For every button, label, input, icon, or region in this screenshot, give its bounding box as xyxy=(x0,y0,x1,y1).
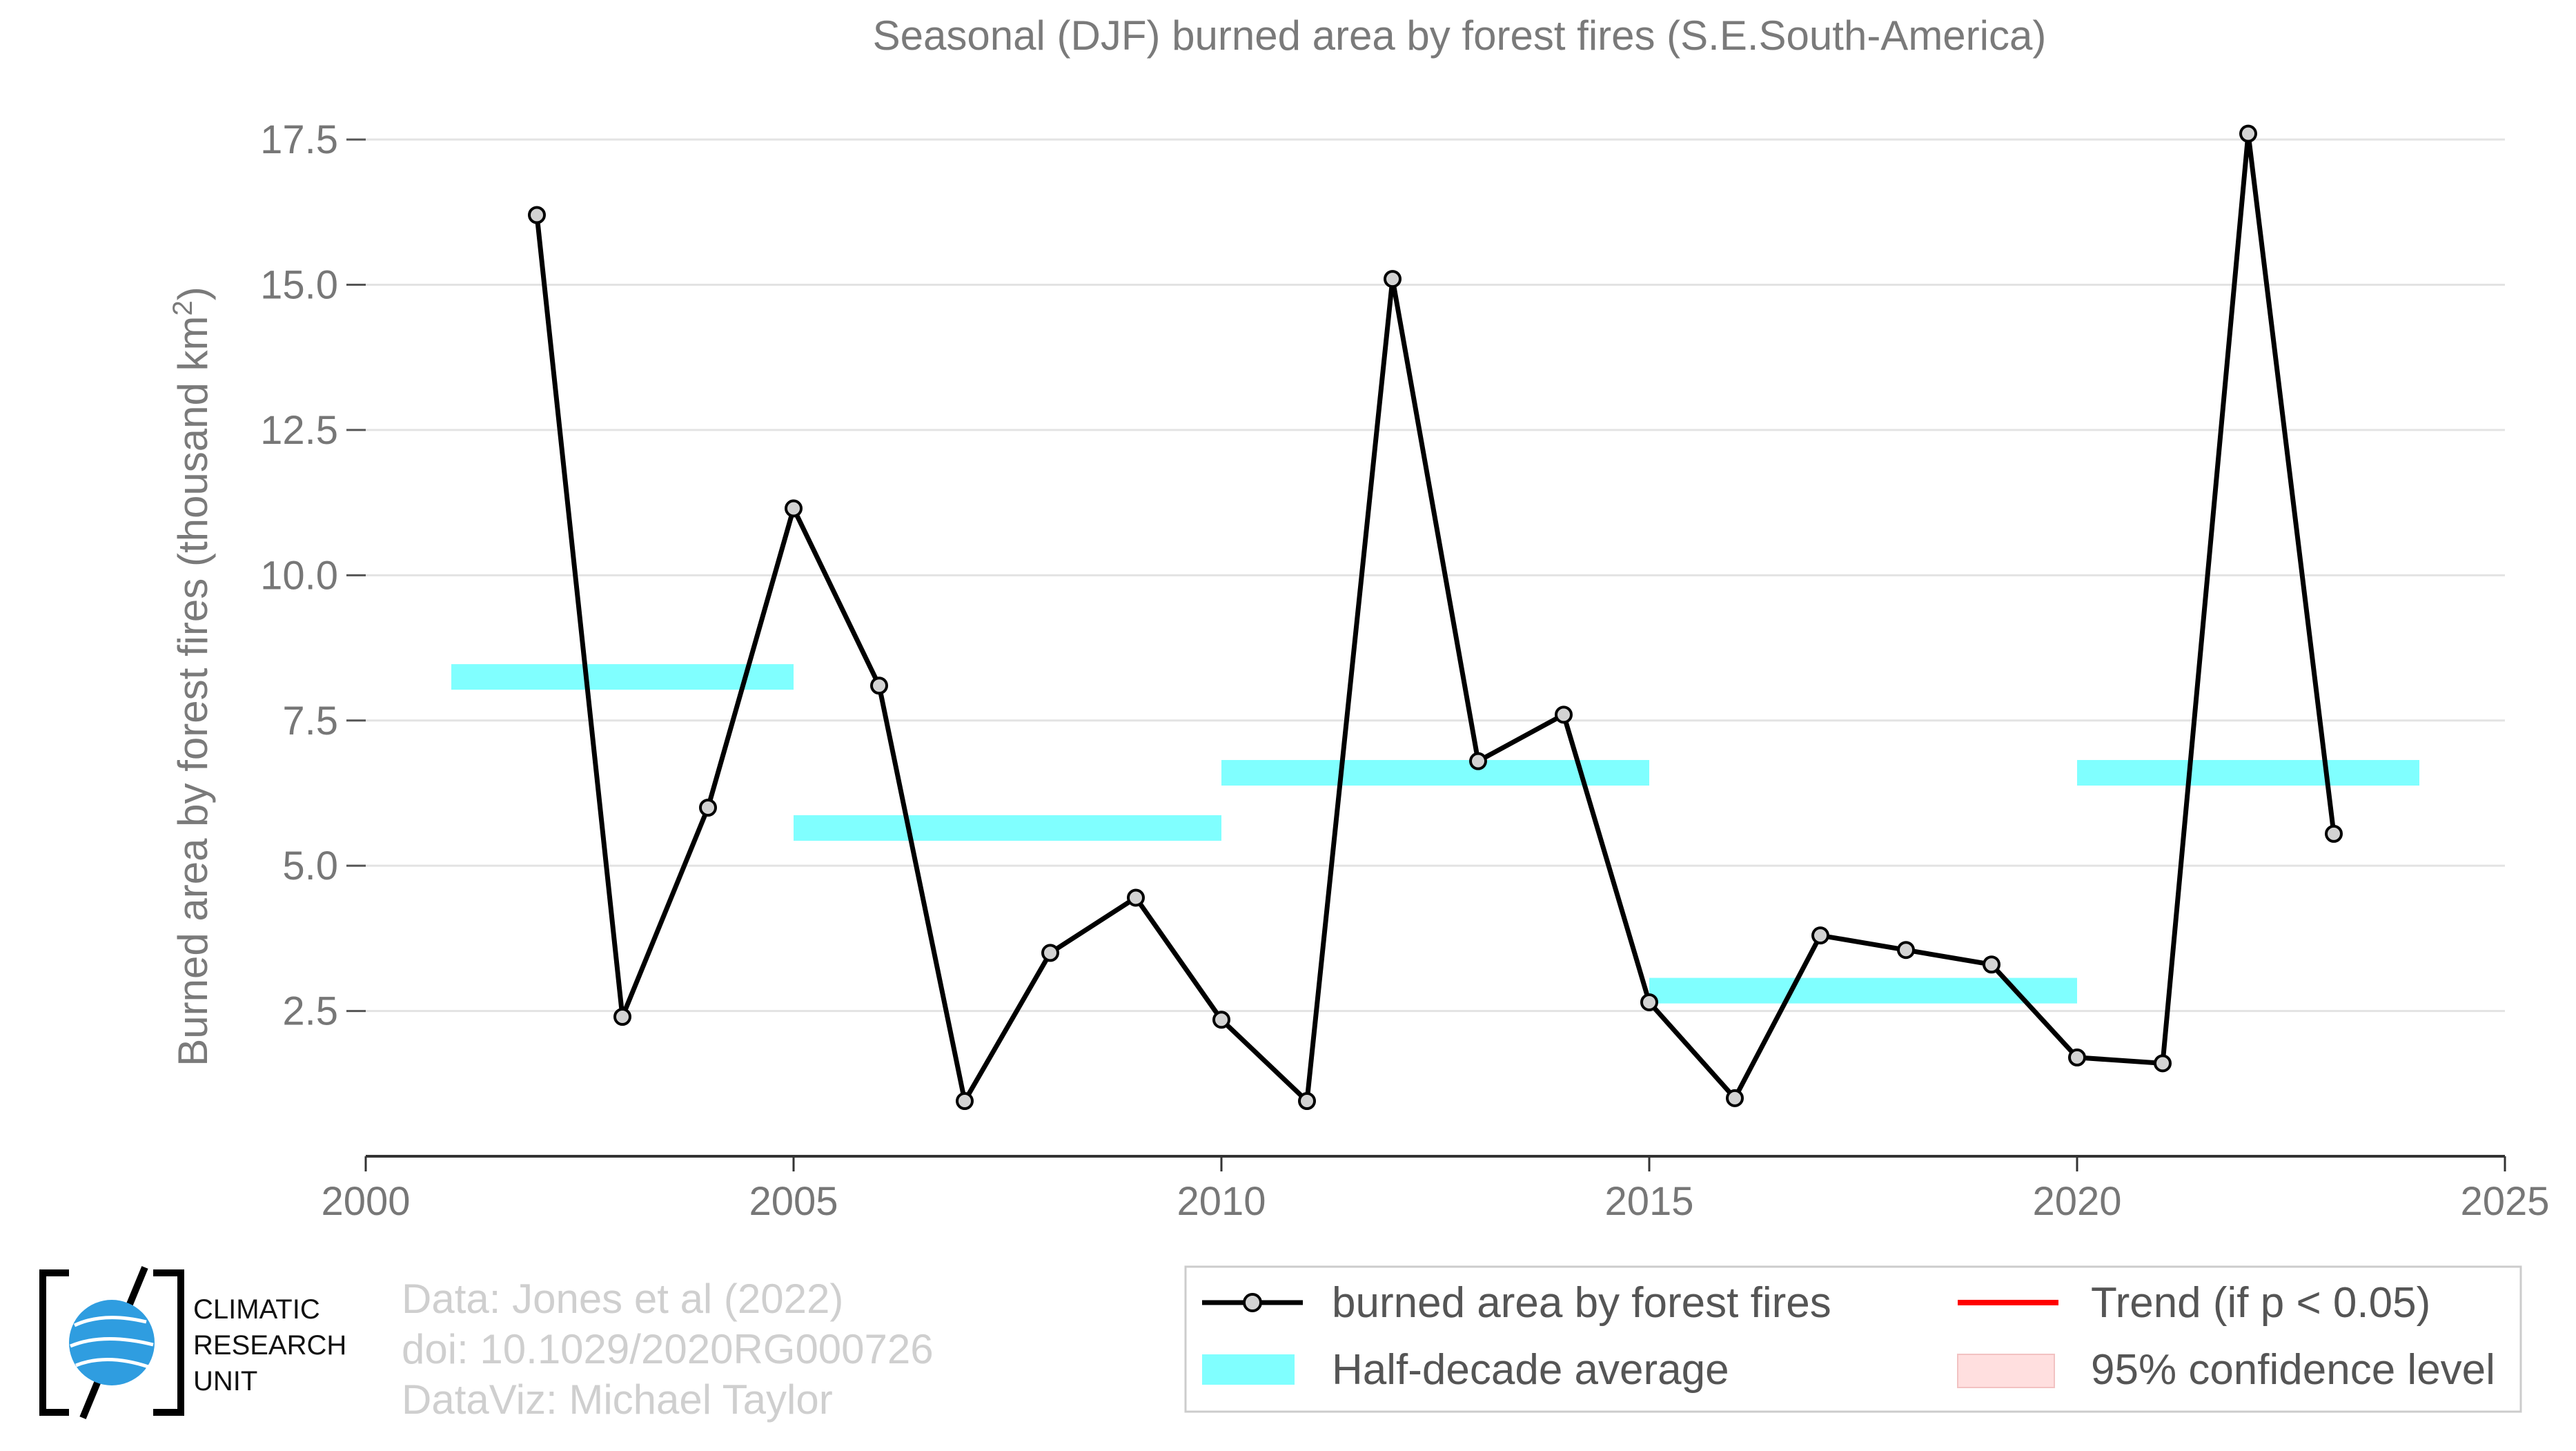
legend-series-marker-swatch xyxy=(1243,1293,1262,1312)
x-tick-label: 2010 xyxy=(1177,1179,1266,1224)
cru-logo: CLIMATIC RESEARCH UNIT xyxy=(39,1266,346,1419)
x-tick-label: 2015 xyxy=(1604,1179,1693,1224)
legend: burned area by forest fires Trend (if p … xyxy=(1184,1265,2522,1413)
data-point xyxy=(2154,1054,2172,1073)
data-point xyxy=(785,499,803,518)
x-tick-label: 2020 xyxy=(2032,1179,2121,1224)
x-tick-label: 2025 xyxy=(2460,1179,2549,1224)
logo-bracket-right xyxy=(153,1269,184,1416)
data-point xyxy=(870,676,888,695)
y-tick-label: 12.5 xyxy=(260,408,338,453)
half-decade-average-bar xyxy=(451,664,794,690)
credit-doi: doi: 10.1029/2020RG000726 xyxy=(402,1326,934,1372)
series-line xyxy=(534,131,2337,1104)
half-decade-average-bars xyxy=(451,664,2419,1004)
data-point xyxy=(613,1008,631,1026)
data-point xyxy=(1897,941,1915,960)
data-point xyxy=(1555,705,1573,724)
y-tick-label: 5.0 xyxy=(282,844,338,888)
legend-label-series: burned area by forest fires xyxy=(1332,1279,1831,1327)
credit-dataviz: DataViz: Michael Taylor xyxy=(402,1376,833,1423)
x-tick-label: 2005 xyxy=(749,1179,838,1224)
data-point xyxy=(2325,824,2343,843)
data-point xyxy=(1041,944,1059,962)
y-tick-label: 2.5 xyxy=(282,989,338,1034)
credit-data-source: Data: Jones et al (2022) xyxy=(402,1276,843,1322)
data-point xyxy=(1127,888,1145,907)
y-tick-label: 17.5 xyxy=(260,117,338,162)
half-decade-average-bar xyxy=(2077,759,2419,786)
logo-text-research: RESEARCH xyxy=(193,1330,346,1361)
data-point xyxy=(2239,124,2257,143)
data-point xyxy=(1811,926,1829,945)
series-points xyxy=(528,124,2343,1111)
series-line-group xyxy=(534,131,2337,1104)
data-point xyxy=(1640,993,1658,1011)
data-point xyxy=(528,206,546,224)
globe-lines xyxy=(70,1316,154,1369)
logo-bracket-left xyxy=(39,1269,69,1416)
y-axis-label-suffix: ) xyxy=(170,286,216,300)
chart-title: Seasonal (DJF) burned area by forest fir… xyxy=(873,12,2047,59)
data-point xyxy=(2068,1048,2086,1067)
legend-label-trend: Trend (if p < 0.05) xyxy=(2091,1279,2430,1327)
legend-frame xyxy=(1184,1265,2522,1413)
y-tick-label: 10.0 xyxy=(260,553,338,598)
data-point xyxy=(1298,1092,1316,1111)
half-decade-average-bar xyxy=(794,815,1221,841)
y-axis-label-superscript: 2 xyxy=(168,300,198,315)
y-axis-label: Burned area by forest fires (thousand km… xyxy=(168,286,216,1066)
x-tick-label: 2000 xyxy=(321,1179,410,1224)
data-point xyxy=(1726,1089,1744,1107)
data-point xyxy=(1469,752,1487,770)
y-axis-label-main: Burned area by forest fires (thousand km xyxy=(170,316,216,1067)
data-point xyxy=(1384,270,1402,289)
legend-label-average: Half-decade average xyxy=(1332,1346,1729,1394)
y-tick-label: 15.0 xyxy=(260,263,338,308)
data-credits: Data: Jones et al (2022) doi: 10.1029/20… xyxy=(402,1276,934,1423)
legend-confidence-swatch xyxy=(1957,1354,2055,1388)
grid-lines xyxy=(366,138,2505,1013)
data-point xyxy=(956,1092,974,1111)
x-axis: 2000 2005 2010 2015 2020 2025 xyxy=(321,1155,2550,1224)
legend-average-swatch xyxy=(1202,1354,1295,1385)
data-point xyxy=(1983,955,2000,974)
y-axis-ticks: 2.5 5.0 7.5 10.0 12.5 15.0 17.5 xyxy=(260,117,366,1034)
legend-label-confidence: 95% confidence level xyxy=(2091,1346,2495,1394)
logo-text-climatic: CLIMATIC xyxy=(193,1294,320,1325)
data-point xyxy=(1212,1011,1230,1029)
logo-text-unit: UNIT xyxy=(193,1366,257,1396)
data-point xyxy=(699,799,717,817)
y-tick-label: 7.5 xyxy=(282,699,338,743)
